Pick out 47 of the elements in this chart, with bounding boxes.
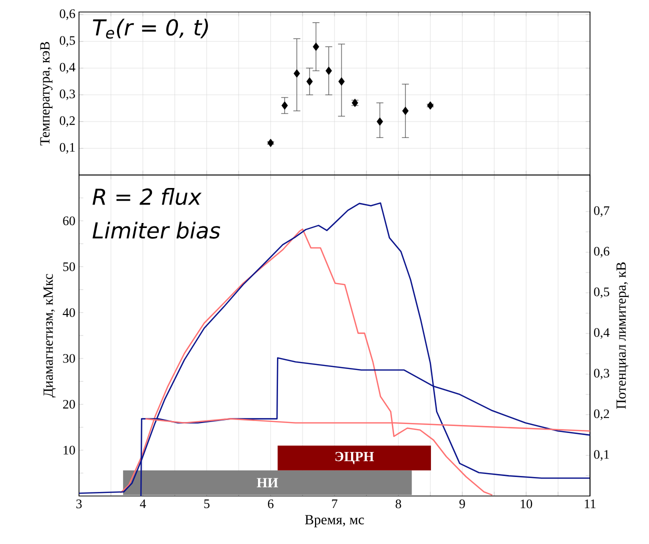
point — [306, 77, 313, 86]
point — [281, 101, 288, 110]
point — [294, 69, 300, 78]
x-axis-title: Время, мс — [305, 515, 364, 528]
x-tick-label: 4 — [140, 500, 146, 508]
x-tick-label: 11 — [584, 500, 596, 508]
y-tick-label: 30 — [63, 354, 75, 363]
x-tick-label: 8 — [396, 500, 402, 508]
point — [267, 138, 274, 148]
y2-tick-label: 0,1 — [594, 450, 609, 461]
y-tick-label: 0,5 — [60, 36, 75, 47]
y-tick-label: 10 — [64, 446, 75, 455]
y-axis-title: Диамагнетизм, кМкс — [44, 274, 56, 398]
x-tick-label: 6 — [268, 500, 274, 508]
y2-tick-label: 0,4 — [594, 328, 610, 339]
x-tick-label: 3 — [76, 500, 82, 508]
x-tick-label: 5 — [204, 500, 210, 508]
point — [338, 77, 345, 86]
y-axis-title: Температура, кэВ — [40, 42, 52, 146]
y-tick-label: 60 — [63, 216, 75, 226]
point — [427, 101, 434, 110]
y-tick-label: 0,3 — [60, 90, 75, 100]
band-label: НИ — [256, 478, 278, 488]
y2-tick-label: 0,3 — [594, 368, 610, 380]
x-tick-label: 7 — [332, 500, 338, 508]
y2-tick-label: 0,2 — [594, 409, 610, 420]
band-label: ЭЦРН — [335, 452, 374, 464]
point — [326, 66, 332, 75]
x-tick-label: 10 — [520, 500, 532, 508]
point — [376, 117, 384, 126]
y-tick-label: 0,4 — [60, 62, 76, 74]
y-tick-label: 20 — [63, 400, 75, 409]
y-tick-label: 40 — [62, 308, 75, 317]
annotation: T$_{e}$(r = 0, t) — [92, 18, 208, 39]
x-tick-label: 9 — [459, 500, 465, 508]
annotation: Limiter bias — [92, 222, 220, 239]
point — [312, 42, 320, 51]
y2-axis-title: Потенциал лимитера, кВ — [616, 262, 629, 409]
y2-tick-label: 0,6 — [594, 246, 610, 258]
y-tick-label: 0,6 — [60, 9, 76, 20]
y-tick-label: 50 — [63, 262, 75, 272]
y-tick-label: 0,2 — [60, 116, 75, 127]
point — [402, 106, 409, 116]
y2-tick-label: 0,5 — [594, 288, 610, 298]
y-tick-label: 0,1 — [60, 142, 75, 154]
annotation: R = 2 flux — [92, 188, 202, 206]
y2-tick-label: 0,7 — [594, 206, 610, 217]
